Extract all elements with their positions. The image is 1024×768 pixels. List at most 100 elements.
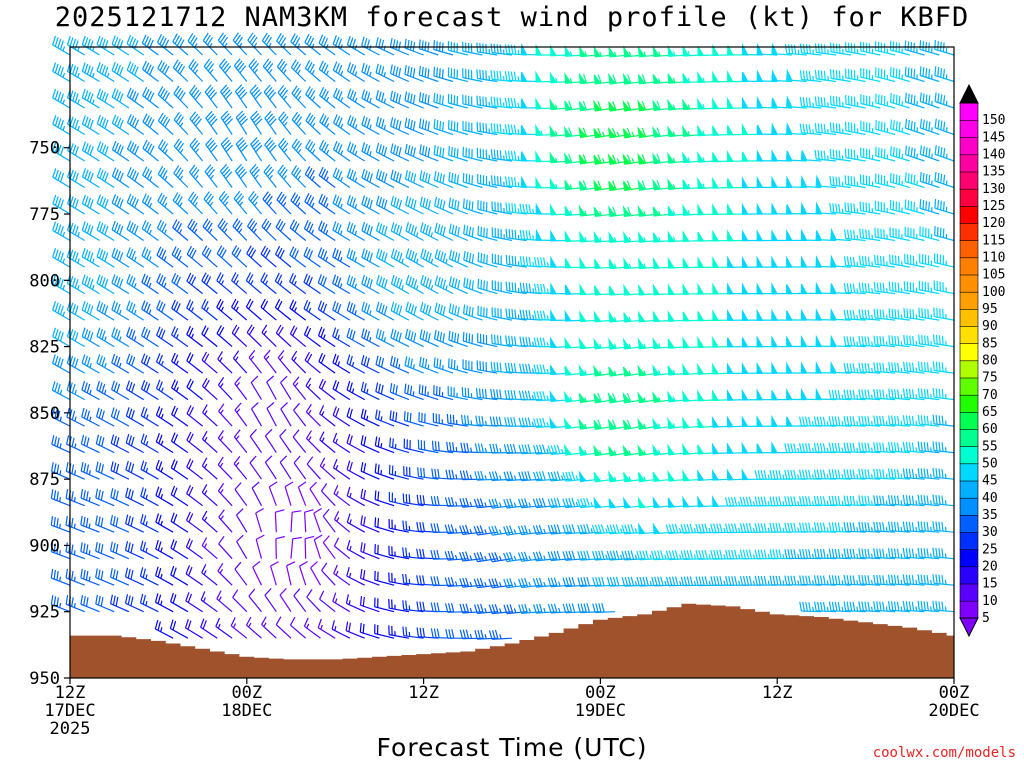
wind-barb — [291, 350, 307, 374]
wind-barb — [110, 568, 130, 586]
colorbar-label: 10 — [982, 594, 998, 609]
wind-barb — [490, 96, 513, 109]
wind-barb — [173, 138, 189, 162]
wind-barb — [608, 498, 630, 509]
wind-barb — [303, 617, 321, 639]
wind-barb — [304, 535, 315, 559]
wind-barb — [184, 619, 203, 639]
wind-barb — [888, 335, 910, 348]
wind-barb — [491, 227, 513, 242]
wind-barb — [503, 604, 527, 615]
wind-barb — [799, 96, 822, 109]
wind-barb — [503, 498, 527, 509]
wind-barb — [903, 334, 925, 348]
wind-barb — [404, 169, 424, 189]
wind-barb — [319, 590, 336, 613]
wind-barb — [417, 439, 439, 454]
wind-barb — [519, 309, 542, 321]
wind-barb — [875, 93, 896, 109]
wind-barb — [201, 510, 218, 533]
wind-barb — [403, 466, 424, 480]
wind-barb — [532, 577, 557, 588]
wind-barb — [52, 221, 71, 242]
wind-barb — [859, 174, 881, 189]
x-tick-label: 00Z — [231, 683, 262, 703]
wind-barb — [333, 537, 351, 560]
wind-barb — [173, 85, 189, 109]
wind-barb — [562, 524, 586, 535]
wind-barb — [903, 361, 925, 374]
wind-barb — [171, 352, 189, 374]
wind-barb — [297, 481, 307, 506]
wind-barb — [250, 137, 263, 162]
wind-barb — [346, 460, 365, 480]
wind-barb — [304, 60, 321, 82]
wind-barb — [905, 118, 925, 136]
wind-barb — [447, 93, 468, 109]
colorbar-swatch — [959, 119, 979, 138]
wind-barb — [305, 112, 321, 135]
wind-barb — [80, 594, 100, 613]
colorbar-swatch — [959, 428, 979, 448]
wind-barb — [361, 248, 380, 268]
wind-barb — [96, 194, 115, 215]
wind-barb — [564, 71, 586, 84]
wind-barb — [815, 281, 837, 295]
wind-barb — [231, 272, 248, 295]
wind-barb — [234, 561, 248, 586]
wind-barb — [155, 486, 174, 507]
wind-barb — [475, 388, 498, 401]
wind-barb — [260, 272, 277, 295]
wind-barb — [680, 523, 704, 534]
wind-barb — [448, 276, 469, 295]
credit-link[interactable]: coolwx.com/models — [872, 745, 1016, 761]
wind-barb — [390, 169, 410, 189]
wind-barb — [359, 622, 380, 639]
wind-barb — [360, 515, 380, 533]
wind-barb — [319, 405, 336, 427]
wind-barb — [476, 69, 498, 83]
wind-barb — [433, 171, 454, 189]
wind-barb — [932, 574, 955, 586]
wind-barb — [80, 542, 100, 560]
wind-barb — [490, 149, 513, 162]
wind-barb — [201, 272, 218, 295]
wind-barb — [918, 334, 940, 348]
wind-barb — [562, 576, 586, 588]
wind-barb — [264, 137, 277, 162]
wind-barb — [50, 542, 71, 560]
wind-barb — [216, 298, 233, 321]
wind-barb — [462, 359, 483, 374]
wind-barb — [292, 429, 307, 453]
colorbar-top-arrow — [959, 83, 979, 104]
wind-barb — [934, 171, 955, 189]
wind-barb — [830, 307, 851, 321]
wind-barb — [843, 389, 866, 401]
wind-barb — [518, 390, 542, 401]
wind-barb — [346, 221, 365, 242]
wind-barb — [200, 618, 218, 639]
wind-barb — [667, 178, 689, 190]
colorbar-label: 100 — [982, 285, 1005, 300]
wind-barb — [172, 192, 189, 215]
wind-barb — [250, 375, 263, 400]
wind-barb — [813, 495, 837, 507]
wind-barb — [185, 511, 203, 533]
colorbar-swatch — [959, 240, 979, 259]
wind-barb — [218, 403, 233, 427]
wind-barb — [652, 496, 675, 509]
wind-barb — [771, 69, 792, 83]
wind-barb — [170, 539, 189, 560]
wind-barb — [932, 547, 955, 560]
wind-barb — [430, 496, 454, 507]
colorbar-swatch — [959, 102, 979, 121]
colorbar-swatch — [959, 583, 979, 602]
wind-barb — [490, 123, 513, 136]
wind-barb — [332, 61, 351, 82]
wind-barb — [361, 89, 380, 109]
wind-barb — [111, 114, 130, 135]
wind-barb — [65, 568, 85, 586]
wind-barb — [505, 228, 527, 242]
wind-barb — [845, 94, 866, 109]
wind-barb — [830, 254, 851, 268]
